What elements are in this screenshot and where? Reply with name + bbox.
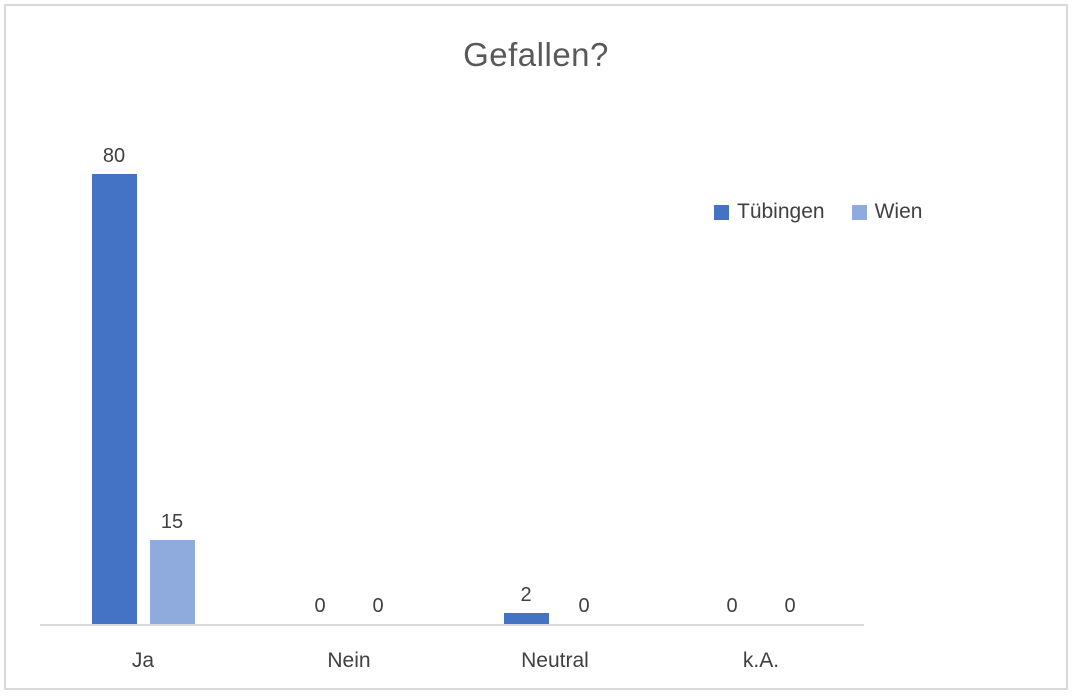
data-label: 15 <box>160 510 184 533</box>
x-axis-label-nein: Nein <box>327 649 371 672</box>
x-axis-labels: Ja Nein Neutral k.A. <box>40 649 864 673</box>
data-label: 80 <box>102 145 126 167</box>
data-label: 2 <box>520 583 532 606</box>
data-label: 0 <box>314 595 326 617</box>
legend-item-tübingen: Tübingen <box>714 200 825 224</box>
legend-swatch-icon <box>714 204 729 220</box>
x-axis-label-ja: Ja <box>131 649 155 672</box>
data-label: 0 <box>784 595 796 617</box>
data-label: 0 <box>372 595 384 617</box>
bar-unit: 80 <box>91 144 137 624</box>
plot-area: 80 15 0 0 2 0 0 0 <box>40 128 864 626</box>
bar-tübingen-neutral <box>503 612 549 624</box>
bar-unit: 0 <box>562 594 607 624</box>
bar-unit: 0 <box>768 594 813 624</box>
legend-item-wien: Wien <box>851 200 923 224</box>
data-label: 0 <box>578 595 590 617</box>
data-label: 0 <box>726 595 738 617</box>
bar-tübingen-ja <box>91 174 137 624</box>
bar-unit: 0 <box>356 594 401 624</box>
chart-frame: Gefallen? Tübingen Wien 80 15 0 0 2 0 0 0 Ja Nein… <box>4 4 1068 690</box>
legend: Tübingen Wien <box>714 200 922 224</box>
bar-unit: 0 <box>298 594 343 624</box>
legend-label: Tübingen <box>737 200 825 223</box>
legend-label: Wien <box>874 200 923 223</box>
x-axis-label-neutral: Neutral <box>521 649 589 672</box>
category-group-ja: 80 15 <box>40 128 246 624</box>
bar-wien-ja <box>149 539 195 624</box>
bar-unit: 15 <box>149 510 195 624</box>
chart-title: Gefallen? <box>463 36 609 73</box>
bar-unit: 2 <box>503 583 549 624</box>
x-axis-label-ka: k.A. <box>742 649 780 672</box>
legend-swatch-icon <box>851 204 867 220</box>
bar-unit: 0 <box>710 594 755 624</box>
